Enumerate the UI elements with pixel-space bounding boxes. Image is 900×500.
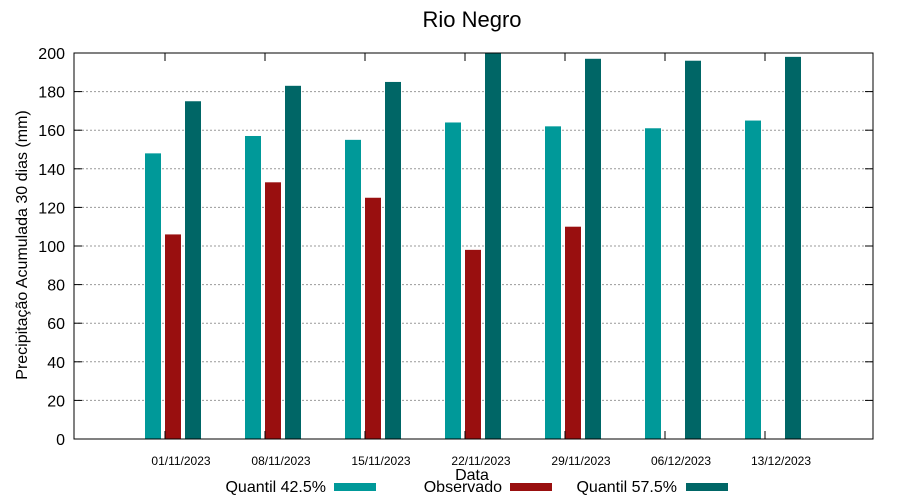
x-tick-label: 29/11/2023	[551, 454, 610, 468]
chart-title: Rio Negro	[422, 7, 521, 32]
bar	[465, 249, 481, 439]
y-tick-label: 160	[38, 123, 65, 140]
x-tick-label: 06/12/2023	[651, 454, 711, 468]
legend-label: Quantil 57.5%	[576, 479, 677, 496]
bar	[265, 182, 281, 439]
legend-swatch	[334, 483, 376, 491]
bar	[245, 135, 261, 440]
legend-swatch	[510, 483, 552, 491]
x-tick-label: 22/11/2023	[451, 454, 510, 468]
y-tick-label: 200	[38, 46, 65, 63]
legend-swatch	[686, 483, 728, 491]
bar	[445, 122, 461, 439]
bar	[545, 126, 561, 439]
legend: Quantil 42.5% Observado Quantil 57.5%	[225, 479, 728, 496]
y-tick-label: 180	[38, 85, 65, 102]
y-tick-label: 100	[38, 239, 65, 256]
y-tick-label: 80	[47, 278, 65, 295]
bar	[685, 60, 701, 439]
x-tick-label: 08/11/2023	[251, 454, 310, 468]
legend-label: Observado	[424, 479, 502, 496]
axis-ticks: 0 20 40 60 80 100 120 140 160 180 200 01/11/2023 08/…	[38, 46, 873, 468]
y-tick-label: 120	[38, 200, 65, 217]
bar	[585, 58, 601, 439]
x-tick-label: 13/12/2023	[751, 454, 811, 468]
bar	[345, 139, 361, 439]
bar	[785, 56, 801, 440]
y-tick-label: 40	[47, 355, 65, 372]
y-tick-label: 20	[47, 393, 65, 410]
y-axis-label: Precipitação Acumulada 30 dias (mm)	[14, 110, 31, 379]
x-tick-label: 01/11/2023	[151, 454, 210, 468]
legend-label: Quantil 42.5%	[225, 479, 326, 496]
bar	[485, 53, 501, 439]
x-tick-label: 15/11/2023	[351, 454, 410, 468]
bar	[745, 120, 761, 440]
bar	[565, 226, 581, 439]
y-tick-label: 140	[38, 162, 65, 179]
x-axis-label: Data	[455, 467, 489, 484]
y-tick-label: 0	[56, 432, 65, 449]
bars	[145, 53, 801, 440]
bar	[285, 85, 301, 439]
bar	[645, 128, 661, 439]
bar	[365, 197, 381, 439]
y-tick-label: 60	[47, 316, 65, 333]
bar	[185, 101, 201, 439]
grid	[74, 91, 873, 401]
bar	[145, 153, 161, 440]
bar	[385, 81, 401, 439]
bar	[165, 234, 181, 439]
